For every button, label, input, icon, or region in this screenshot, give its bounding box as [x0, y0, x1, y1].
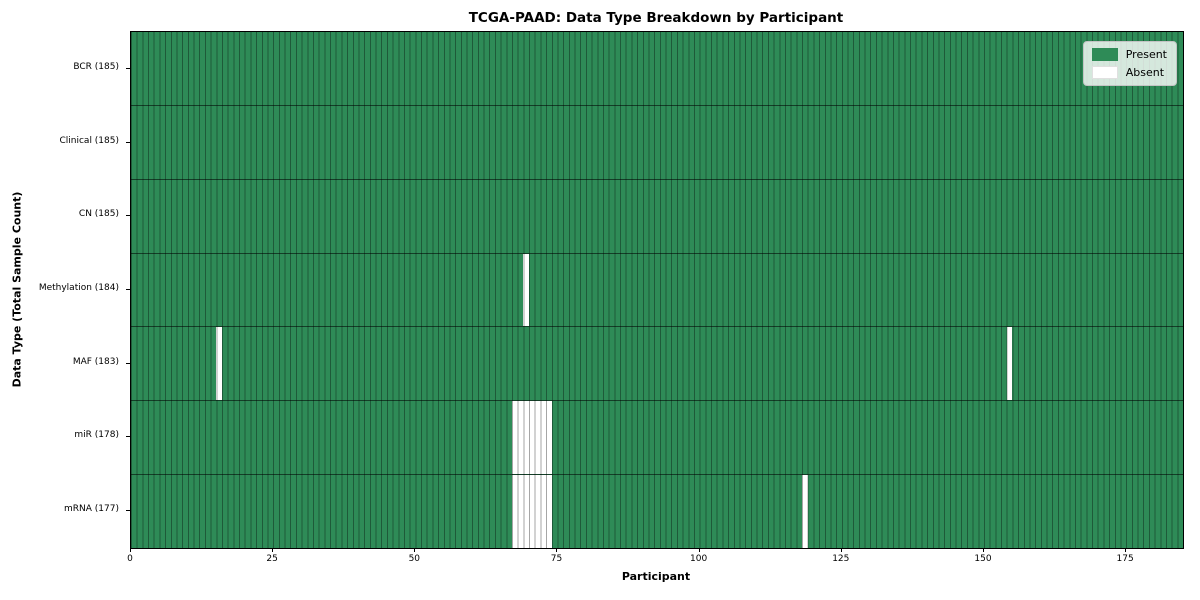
heatmap-rows [131, 32, 1183, 549]
heatmap-row-Clinical [131, 104, 1183, 179]
absent-cell [216, 327, 222, 401]
x-tick-label: 50 [408, 554, 421, 564]
x-tick-label: 0 [127, 554, 133, 564]
x-tick-label: 150 [974, 554, 992, 564]
heatmap-row-CN [131, 178, 1183, 253]
legend: Present Absent [1082, 41, 1177, 86]
absent-cell [529, 401, 535, 475]
heatmap-row-Methylation [131, 252, 1183, 327]
chart-title: TCGA-PAAD: Data Type Breakdown by Partic… [468, 10, 844, 26]
x-tick-mark [272, 548, 274, 552]
absent-cell [511, 401, 518, 475]
y-tick-label: Clinical (185) [59, 135, 119, 146]
absent-cell [529, 475, 535, 549]
x-tick-mark [982, 548, 984, 552]
heatmap-row-BCR [131, 32, 1183, 105]
y-tick-mark [126, 67, 130, 69]
absent-cell [517, 475, 524, 549]
y-tick-label: miR (178) [74, 430, 119, 441]
absent-label: Absent [1125, 66, 1165, 79]
x-tick-mark [130, 548, 131, 552]
y-tick-label: BCR (185) [73, 61, 119, 72]
absent-cell [523, 475, 530, 549]
absent-cell [546, 401, 552, 475]
x-tick-label: 25 [266, 554, 278, 564]
y-tick-mark [126, 215, 130, 217]
heatmap-row-miR [131, 400, 1183, 475]
y-tick-mark [126, 362, 130, 364]
x-tick-mark [840, 548, 842, 552]
absent-swatch [1091, 66, 1118, 79]
y-tick-mark [126, 141, 130, 143]
y-tick-label: mRNA (177) [64, 504, 119, 515]
absent-cell [802, 475, 808, 549]
x-axis-label: Participant [621, 570, 691, 583]
x-tick-mark [556, 548, 558, 552]
present-label: Present [1125, 48, 1167, 61]
absent-cell [517, 401, 524, 475]
x-tick-label: 75 [550, 554, 563, 564]
x-tick-label: 125 [832, 554, 850, 564]
absent-cell [546, 475, 552, 549]
absent-cell [540, 401, 547, 475]
x-tick-mark [698, 548, 700, 552]
absent-cell [534, 475, 541, 549]
y-tick-label: Methylation (184) [38, 283, 119, 293]
absent-cell [534, 401, 541, 475]
absent-cell [540, 475, 547, 549]
y-tick-mark [126, 510, 130, 512]
present-swatch [1091, 48, 1118, 61]
heatmap-row-MAF [131, 326, 1183, 401]
x-tick-mark [414, 548, 416, 552]
x-tick-label: 100 [690, 554, 708, 564]
y-tick-mark [126, 436, 130, 438]
absent-cell [511, 475, 518, 549]
x-tick-mark [1125, 548, 1127, 552]
absent-cell [1006, 327, 1013, 401]
y-tick-mark [126, 289, 130, 290]
legend-item-absent: Absent [1091, 66, 1167, 79]
plot-area: Present Absent [130, 31, 1184, 549]
y-tick-label: CN (185) [78, 209, 119, 220]
absent-cell [523, 401, 530, 475]
absent-cell [523, 253, 530, 327]
y-tick-label: MAF (183) [72, 356, 119, 367]
heatmap-row-mRNA [131, 474, 1183, 549]
x-tick-label: 175 [1116, 554, 1134, 564]
legend-item-present: Present [1091, 48, 1167, 61]
